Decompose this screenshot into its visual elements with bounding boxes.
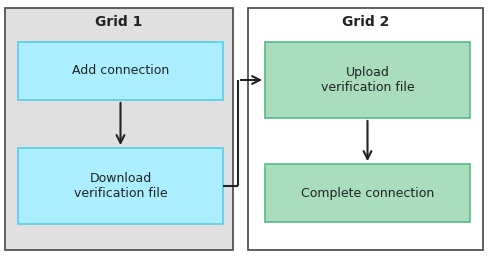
Text: Download
verification file: Download verification file (74, 172, 167, 200)
Text: Complete connection: Complete connection (300, 187, 433, 199)
Text: Grid 1: Grid 1 (95, 15, 142, 29)
FancyBboxPatch shape (264, 164, 469, 222)
FancyBboxPatch shape (18, 42, 223, 100)
Text: Grid 2: Grid 2 (342, 15, 389, 29)
FancyBboxPatch shape (18, 148, 223, 224)
Text: Upload
verification file: Upload verification file (320, 66, 413, 94)
FancyBboxPatch shape (264, 42, 469, 118)
FancyBboxPatch shape (5, 8, 232, 250)
Text: Add connection: Add connection (72, 64, 169, 77)
FancyBboxPatch shape (247, 8, 482, 250)
